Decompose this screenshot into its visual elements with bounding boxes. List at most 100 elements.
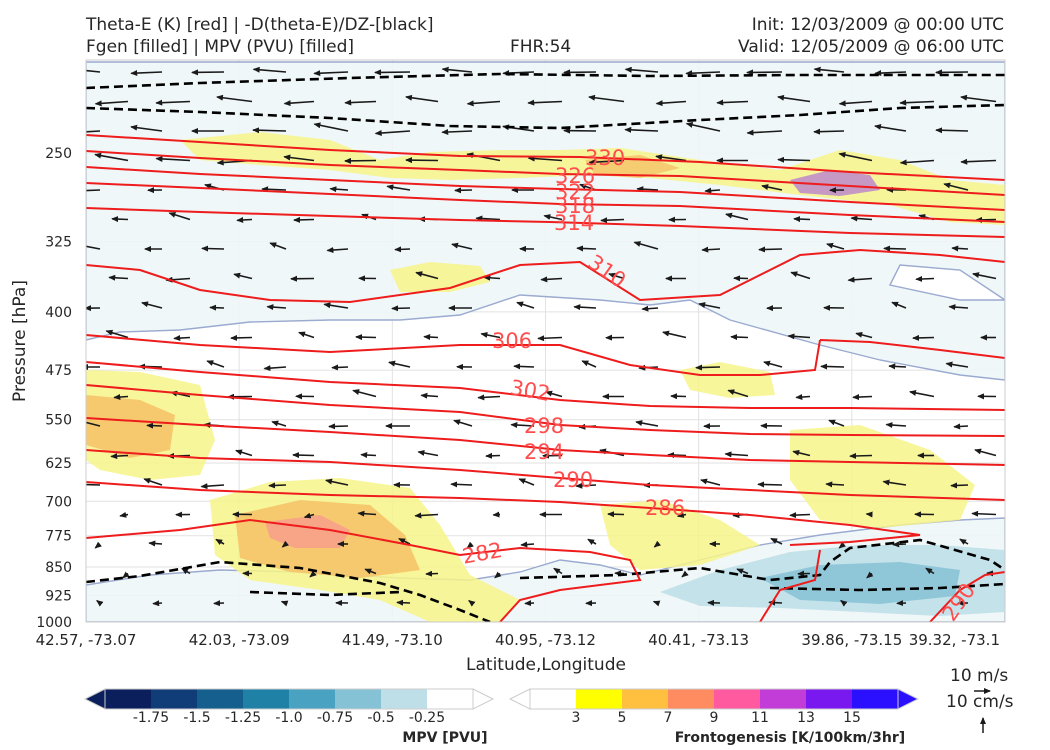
wind-vector [950,482,969,489]
wind-vector [850,215,873,222]
wind-vector [588,159,625,166]
colorbar-tick-label: -1.25 [225,710,261,726]
wind-vector [331,364,349,371]
colorbar-tick-label: -0.75 [317,710,353,726]
colorbar-tick-label: 11 [751,710,769,726]
wind-vector [468,599,476,607]
theta-e-line-318 [86,182,1005,223]
wind-vector [698,302,721,309]
stability-line-low-right-2 [249,590,401,597]
theta-e-line-294 [86,417,1005,466]
wind-vector [543,214,563,221]
wind-vector [283,100,315,107]
wind-vector [909,390,935,398]
wind-vector [266,304,287,311]
wind-vector [516,301,535,309]
wind-vector [235,449,253,457]
wind-vector [281,540,290,548]
theta-e-label: 330 [585,146,625,170]
colorbar-tick-label: -1.75 [133,710,169,726]
wind-vector [960,94,997,103]
y-tick-label: 550 [45,413,72,429]
wind-vector [676,512,687,518]
wind-vector [119,511,129,518]
wind-vector [216,94,253,103]
wind-vector [588,94,625,103]
wind-vector [396,599,411,606]
wind-vector [110,453,129,460]
theta-e-label: 294 [524,440,564,464]
colorbar-segment [381,689,428,709]
wind-vector [587,538,597,545]
wind-vector [746,129,783,136]
valid-time: Valid: 12/05/2009 @ 06:00 UTC [738,37,1004,57]
wind-vector [959,538,969,545]
colorbar-tick-label: 5 [618,710,627,726]
theta-e-line-290 [86,449,1005,501]
theta-e-label: 326 [555,164,595,188]
wind-vector [537,335,563,342]
wind-vector [576,245,597,252]
wind-vector [405,94,439,103]
wind-vector [813,66,845,73]
wind-vector [847,276,873,283]
colorbar-segment [760,689,807,709]
wind-vector [527,99,563,106]
colorbar-tick-label: 3 [572,710,581,726]
plot-area: 330 326 322 318 314 310 306 302 298 294 … [85,59,1006,625]
wind-vector [94,541,102,549]
wind-vector [94,152,129,162]
wind-vector [608,272,625,280]
wind-vector [200,483,225,490]
mpv-colorbar [83,688,495,710]
stability-line-top-1 [86,72,1005,90]
wind-vector [527,155,563,162]
colorbar-extend-arrow [508,688,531,710]
fgen-mid-right-yellow [680,362,775,398]
wind-vector [252,127,287,134]
wind-vector [685,70,721,77]
colorbar-tick-label: 9 [710,710,719,726]
wind-vector [417,450,439,457]
wind-vector [391,305,411,312]
wind-vector [795,394,811,401]
theta-e-line-330 [86,134,1005,181]
wind-vector [323,302,349,309]
wind-vector [945,361,969,368]
wind-vector [475,215,501,222]
y-tick-label: 250 [45,146,72,162]
wind-vector [113,394,129,401]
colorbar-tick-label: -1.5 [183,710,210,726]
x-tick-label: 39.32, -73.1 [909,631,1000,649]
fgen-right-yellow-2 [600,500,760,570]
wind-vector [283,154,315,162]
wind-vector [420,392,439,399]
wind-vector [757,481,783,488]
wind-vector [441,129,473,136]
wind-vector [352,389,377,398]
wind-vector [725,212,749,221]
wind-vector [466,100,501,107]
wind-vector [94,100,129,107]
theta-e-line-290-low [759,549,1005,622]
wind-vector [155,155,191,162]
wind-vector [441,66,473,73]
wind-vector [758,246,783,253]
wind-vector [280,600,289,607]
colorbar-outline [104,688,474,710]
wind-vector [374,130,411,137]
theta-e-label: 322 [555,180,595,204]
x-tick-label: 40.95, -73.12 [495,631,596,649]
wind-vector [695,364,721,371]
theta-e-line-310 [86,248,1005,304]
wind-vector [152,600,163,607]
wind-vectors [86,66,997,607]
wind-vector [761,184,783,191]
colorbar-extend-arrow [897,688,920,710]
wind-vector [201,245,225,252]
y-axis-ticks: 250 325 400 475 550 625 700 775 850 925 1000 [36,146,72,631]
wind-vector [624,126,659,133]
wind-vector [540,276,563,283]
fgen-mid-yellow [390,262,490,292]
wind-vector [510,422,535,429]
